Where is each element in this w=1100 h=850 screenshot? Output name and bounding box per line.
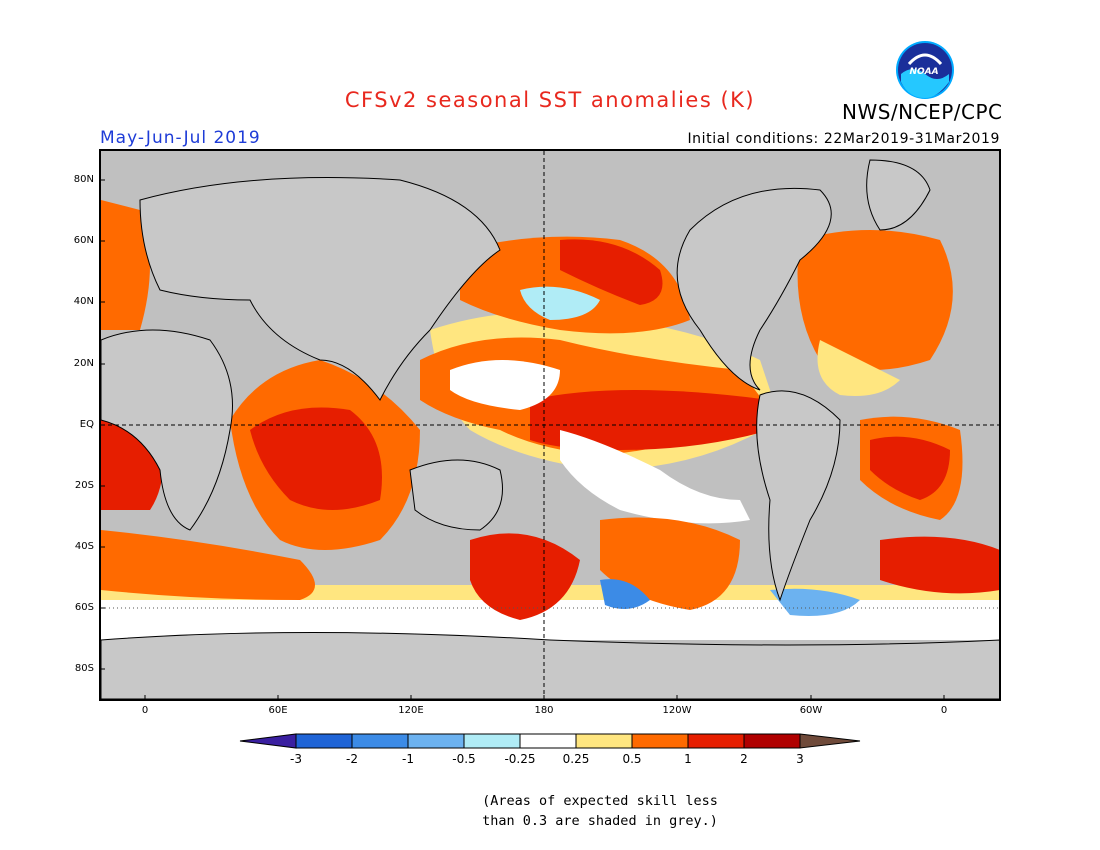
colorbar — [239, 733, 861, 749]
colorbar-label-neg0.25: -0.25 — [504, 752, 536, 766]
colorbar-label-neg2: -2 — [346, 752, 358, 766]
land-north-america — [676, 187, 832, 391]
drake-passage-cool-patch — [770, 588, 860, 616]
colorbar-segment-5 — [519, 733, 577, 749]
lat-label-80n: 80N — [73, 174, 94, 185]
north-pacific-strong-warm — [560, 239, 663, 305]
colorbar-label-neg3: -3 — [290, 752, 302, 766]
lat-label-20n: 20N — [73, 358, 94, 369]
lon-label-60w: 60W — [799, 705, 823, 716]
land-greenland — [866, 159, 931, 231]
north-atlantic-warm-area — [797, 230, 953, 370]
north-pacific-cool-area — [520, 286, 600, 320]
land-antarctica — [101, 632, 1000, 699]
colorbar-segment-gt-3 — [799, 733, 861, 749]
tasman-strong-warm — [470, 533, 580, 620]
land-eurasia — [139, 177, 501, 401]
noaa-logo: NOAA — [895, 40, 955, 104]
pacific-equatorial-strong-warm — [530, 390, 770, 450]
colorbar-segment-6 — [575, 733, 633, 749]
colorbar-label-2: 2 — [740, 752, 748, 766]
colorbar-label-neg0.5: -0.5 — [452, 752, 476, 766]
lon-label-120e: 120E — [398, 705, 424, 716]
land-africa — [101, 329, 233, 531]
lon-label-180: 180 — [534, 705, 554, 716]
colorbar-label-1: 1 — [684, 752, 692, 766]
colorbar-segment-3 — [407, 733, 465, 749]
colorbar-segment-8 — [687, 733, 745, 749]
north-atlantic-weak-warm — [817, 340, 900, 396]
forecast-period: May-Jun-Jul 2019 — [100, 128, 261, 148]
skill-footnote-line2: than 0.3 are shaded in grey.) — [482, 813, 718, 829]
noaa-logo-icon — [896, 41, 954, 99]
colorbar-label-0.25: 0.25 — [562, 752, 590, 766]
south-atlantic-strong-warm — [870, 436, 950, 500]
axis-ticks — [100, 179, 945, 700]
lon-label-120w: 120W — [662, 705, 692, 716]
lat-label-60s: 60S — [74, 602, 94, 613]
colorbar-label-0.5: 0.5 — [622, 752, 642, 766]
skill-footnote-line1: (Areas of expected skill less — [482, 793, 718, 809]
lat-label-80s: 80S — [74, 663, 94, 674]
lat-label-eq: EQ — [79, 419, 94, 430]
lon-label-0-east: 0 — [940, 705, 948, 716]
agency-label: NWS/NCEP/CPC — [842, 100, 1003, 124]
lat-label-20s: 20S — [74, 480, 94, 491]
warm-pool-neutral-area — [450, 360, 560, 410]
lon-label-0: 0 — [141, 705, 149, 716]
south-indian-warm-area — [101, 530, 315, 600]
colorbar-segment-2 — [351, 733, 409, 749]
lon-label-60e: 60E — [268, 705, 288, 716]
noaa-logo-text: NOAA — [909, 67, 939, 77]
colorbar-segment-4 — [463, 733, 521, 749]
northeast-atlantic-warm-area — [101, 200, 150, 330]
colorbar-label-neg1: -1 — [402, 752, 414, 766]
colorbar-segment-lt-3 — [239, 733, 297, 749]
lat-label-40n: 40N — [73, 296, 94, 307]
land-south-america — [756, 390, 841, 602]
indian-ocean-strong-warm — [250, 407, 382, 510]
colorbar-label-3: 3 — [796, 752, 804, 766]
colorbar-segment-7 — [631, 733, 689, 749]
south-pacific-neutral-area — [560, 430, 750, 524]
chart-title: CFSv2 seasonal SST anomalies (K) — [344, 88, 756, 112]
colorbar-segment-1 — [295, 733, 353, 749]
south-atlantic-midlat-strong-warm — [880, 536, 1000, 594]
lat-label-40s: 40S — [74, 541, 94, 552]
lat-label-60n: 60N — [73, 235, 94, 246]
land-australia — [409, 459, 503, 531]
south-pacific-cool-patch — [600, 579, 650, 609]
colorbar-segment-9 — [743, 733, 801, 749]
skill-footnote: (Areas of expected skill less than 0.3 a… — [400, 791, 800, 831]
initial-conditions: Initial conditions: 22Mar2019-31Mar2019 — [687, 131, 1000, 147]
land-masses — [101, 159, 1000, 699]
